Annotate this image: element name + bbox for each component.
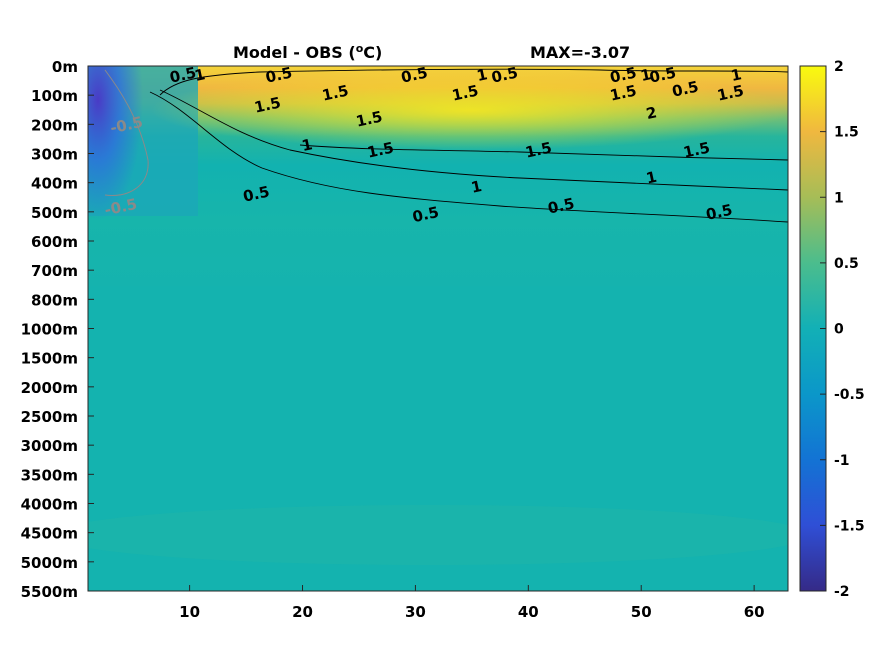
- colorbar-tick-label: 1: [834, 190, 844, 206]
- contour-label: 1.5: [354, 108, 384, 131]
- y-tick-label: 4500m: [21, 525, 78, 543]
- colorbar-tick-label: 0.5: [834, 256, 859, 272]
- x-tick-label: 10: [179, 603, 200, 621]
- y-tick-label: 2500m: [21, 408, 78, 426]
- contour-negative: [104, 69, 149, 196]
- contour-label: 0.5: [400, 64, 430, 87]
- contour-label: 1: [300, 135, 314, 155]
- contour-label: 0.5: [670, 78, 700, 101]
- colorbar-tick-label: -1.5: [834, 518, 865, 534]
- contour-label: 1: [639, 65, 653, 85]
- y-tick-label: 300m: [31, 146, 78, 164]
- y-tick-label: 800m: [31, 291, 78, 309]
- y-tick-label: 5500m: [21, 583, 78, 601]
- contour-label: 1: [470, 177, 484, 197]
- y-tick-label: 200m: [31, 116, 78, 134]
- chart-title: Model - OBS (oC): [233, 42, 382, 62]
- y-tick-label: 3500m: [21, 466, 78, 484]
- contour-label: 0.5: [490, 64, 520, 87]
- x-tick-label: 30: [405, 603, 426, 621]
- contour-label: 1: [729, 65, 743, 85]
- x-tick-label: 60: [744, 603, 765, 621]
- contour-label: 1: [645, 168, 659, 188]
- x-tick-label: 20: [292, 603, 313, 621]
- contour-label: 1.5: [366, 139, 396, 162]
- contour-1: [159, 89, 788, 191]
- colorbar-ticks: 2 1.5 1 0.5 0 -0.5 -1 -1.5 -2: [820, 59, 865, 600]
- colorbar-tick-label: 2: [834, 59, 844, 75]
- x-axis: 10 20 30 40 50 60: [179, 585, 765, 621]
- y-tick-label: 3000m: [21, 437, 78, 455]
- y-tick-label: 1000m: [21, 321, 78, 339]
- contour-label: 1: [475, 65, 489, 85]
- contour-label: 1: [193, 65, 207, 85]
- x-tick-label: 40: [518, 603, 539, 621]
- contour-label: 1.5: [716, 82, 746, 105]
- colorbar-tick-label: -2: [834, 584, 850, 600]
- y-tick-label: 700m: [31, 262, 78, 280]
- contour-0.5-deep: [149, 91, 788, 223]
- contour-label: 1.5: [320, 82, 350, 105]
- colorbar-tick-label: 1.5: [834, 125, 859, 141]
- y-tick-label: 500m: [31, 204, 78, 222]
- y-tick-label: 400m: [31, 175, 78, 193]
- colorbar-tick-label: -1: [834, 453, 850, 469]
- contour-1.5: [299, 144, 788, 161]
- contour-label: 0.5: [648, 64, 678, 87]
- contour-label: 0.5: [411, 203, 441, 226]
- y-tick-label: 5000m: [21, 554, 78, 572]
- contour-label: 1.5: [253, 94, 283, 117]
- contour-label: 1.5: [524, 139, 554, 162]
- y-tick-label: 0m: [52, 58, 78, 76]
- colorbar-tick-label: 0: [834, 322, 844, 338]
- contour-0.5-top: [159, 68, 788, 96]
- contour-label: 1.5: [682, 139, 712, 162]
- y-tick-label: 100m: [31, 87, 78, 105]
- contour-label: 0.5: [241, 183, 271, 206]
- contour-label: 2: [645, 103, 659, 123]
- contour-label: 1.5: [608, 82, 638, 105]
- y-axis: 0m 100m 200m 300m 400m 500m 600m 700m 800m 1000m 1…: [21, 58, 94, 601]
- contour-label: 0.5: [168, 64, 198, 87]
- y-tick-label: 2000m: [21, 379, 78, 397]
- contour-label: 0.5: [546, 194, 576, 217]
- y-tick-label: 600m: [31, 233, 78, 251]
- heatmap-field: [88, 66, 788, 591]
- y-tick-label: 1500m: [21, 350, 78, 368]
- colorbar-tick-label: -0.5: [834, 387, 865, 403]
- contour-label: 0.5: [264, 64, 294, 87]
- contour-label: 0.5: [704, 201, 734, 224]
- max-annotation: MAX=-3.07: [530, 43, 630, 62]
- contour-lines: [149, 68, 788, 223]
- contour-labels: 0.51 0.51.51.50.51.51 0.5 0.5 10.51.5 0.511.5…: [103, 64, 745, 227]
- x-tick-label: 50: [631, 603, 652, 621]
- y-tick-label: 4000m: [21, 496, 78, 514]
- contour-label: 1.5: [450, 82, 480, 105]
- contour-label: 0.5: [608, 64, 638, 87]
